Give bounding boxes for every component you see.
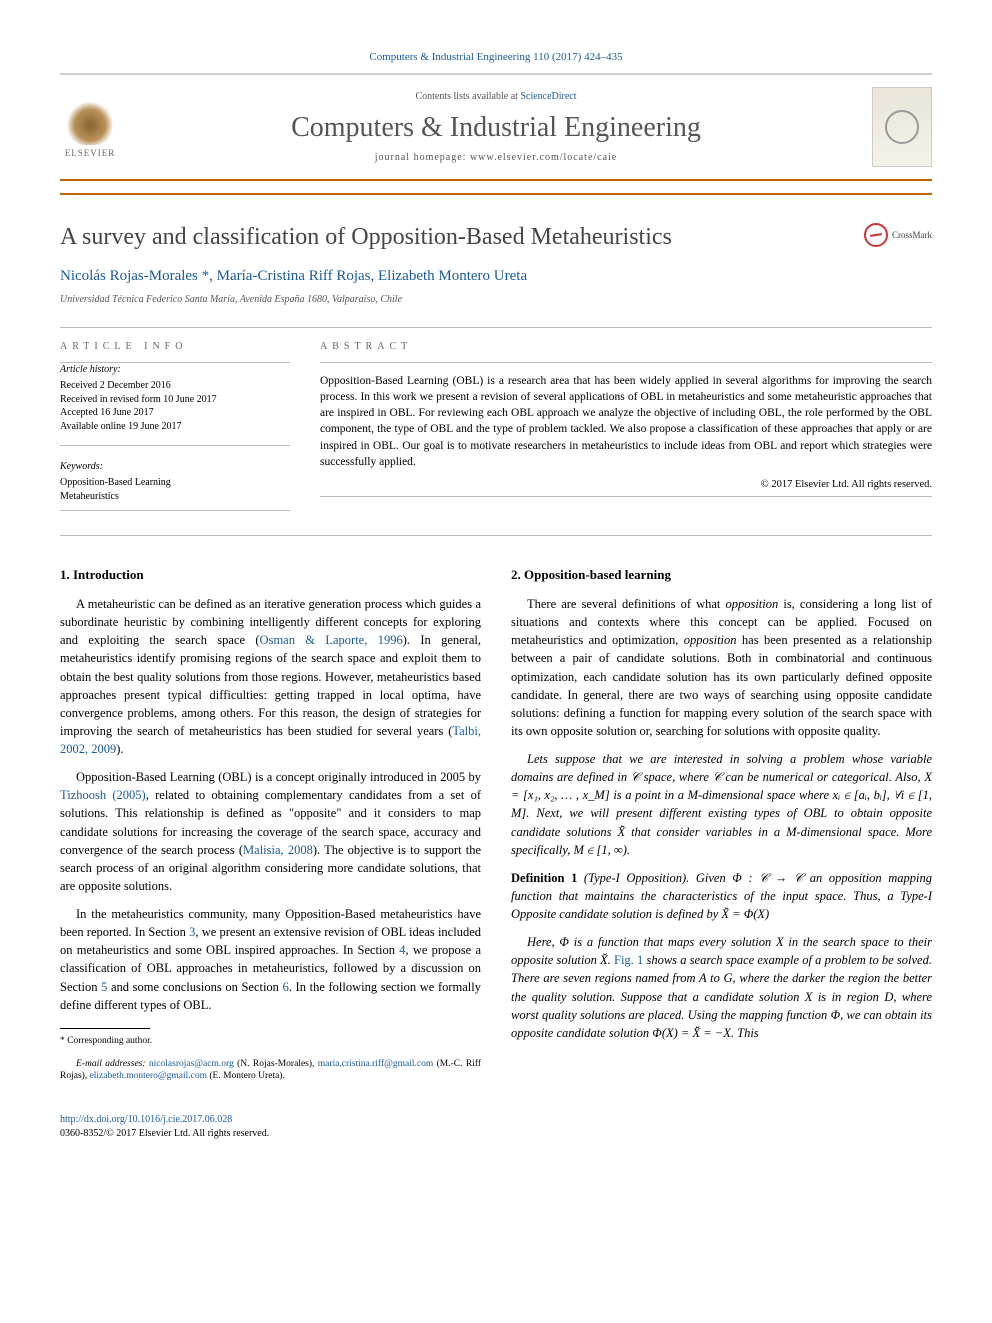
- affiliation: Universidad Técnica Federico Santa María…: [60, 293, 932, 307]
- body-paragraph: In the metaheuristics community, many Op…: [60, 905, 481, 1014]
- email-link[interactable]: elizabeth.montero@gmail.com: [90, 1071, 207, 1081]
- figure-ref-link[interactable]: Fig. 1: [614, 953, 643, 967]
- section-heading: 2. Opposition-based learning: [511, 566, 932, 585]
- history-label: Article history:: [60, 363, 290, 377]
- header-rule: [60, 193, 932, 195]
- elsevier-tree-icon: [65, 95, 115, 145]
- page-footer: http://dx.doi.org/10.1016/j.cie.2017.06.…: [60, 1113, 932, 1141]
- paper-title: A survey and classification of Oppositio…: [60, 223, 852, 252]
- crossmark-label: CrossMark: [892, 229, 932, 242]
- abstract-text: Opposition-Based Learning (OBL) is a res…: [320, 373, 932, 470]
- sciencedirect-link[interactable]: ScienceDirect: [520, 91, 576, 102]
- issn-copyright: 0360-8352/© 2017 Elsevier Ltd. All right…: [60, 1128, 269, 1139]
- elsevier-text: ELSEVIER: [65, 147, 116, 160]
- keyword: Metaheuristics: [60, 490, 290, 504]
- citation-link[interactable]: Osman & Laporte, 1996: [260, 633, 403, 647]
- crossmark-icon: [864, 223, 888, 247]
- citation-link[interactable]: Malisia, 2008: [243, 843, 313, 857]
- history-item: Received 2 December 2016: [60, 379, 290, 393]
- body-two-column: 1. Introduction A metaheuristic can be d…: [60, 560, 932, 1093]
- body-paragraph: A metaheuristic can be defined as an ite…: [60, 595, 481, 758]
- journal-homepage: journal homepage: www.elsevier.com/locat…: [140, 151, 852, 165]
- abstract-column: ABSTRACT Opposition-Based Learning (OBL)…: [320, 328, 932, 511]
- author-link[interactable]: Nicolás Rojas-Morales *, María-Cristina …: [60, 268, 527, 284]
- body-paragraph: Lets suppose that we are interested in s…: [511, 750, 932, 859]
- keywords-label: Keywords:: [60, 460, 290, 474]
- contents-list-line: Contents lists available at ScienceDirec…: [140, 90, 852, 104]
- history-item: Available online 19 June 2017: [60, 420, 290, 434]
- footnote-separator: [60, 1028, 150, 1029]
- article-info-label: ARTICLE INFO: [60, 340, 290, 354]
- body-paragraph: Here, Φ is a function that maps every so…: [511, 933, 932, 1042]
- body-paragraph: There are several definitions of what op…: [511, 595, 932, 740]
- definition-block: Definition 1 (Type-I Opposition). Given …: [511, 869, 932, 923]
- history-item: Received in revised form 10 June 2017: [60, 393, 290, 407]
- journal-reference: Computers & Industrial Engineering 110 (…: [60, 50, 932, 65]
- section-heading: 1. Introduction: [60, 566, 481, 585]
- body-rule-top: [60, 535, 932, 536]
- footnote-emails: E-mail addresses: nicolasrojas@acm.org (…: [60, 1058, 481, 1084]
- footnote-corresponding: * Corresponding author.: [60, 1035, 481, 1048]
- keyword: Opposition-Based Learning: [60, 476, 290, 490]
- doi-link[interactable]: http://dx.doi.org/10.1016/j.cie.2017.06.…: [60, 1114, 232, 1125]
- body-paragraph: Opposition-Based Learning (OBL) is a con…: [60, 768, 481, 895]
- citation-link[interactable]: Tizhoosh (2005): [60, 788, 146, 802]
- abstract-label: ABSTRACT: [320, 340, 932, 354]
- article-info-column: ARTICLE INFO Article history: Received 2…: [60, 328, 290, 511]
- abstract-copyright: © 2017 Elsevier Ltd. All rights reserved…: [320, 478, 932, 493]
- crossmark-badge[interactable]: CrossMark: [864, 223, 932, 247]
- email-link[interactable]: nicolasrojas@acm.org: [149, 1059, 234, 1069]
- email-link[interactable]: maria.cristina.riff@gmail.com: [318, 1059, 433, 1069]
- journal-header: ELSEVIER Contents lists available at Sci…: [60, 73, 932, 181]
- journal-cover-thumb: [872, 87, 932, 167]
- contents-prefix: Contents lists available at: [415, 91, 520, 102]
- authors: Nicolás Rojas-Morales *, María-Cristina …: [60, 266, 932, 287]
- elsevier-logo: ELSEVIER: [60, 92, 120, 162]
- journal-name: Computers & Industrial Engineering: [140, 108, 852, 147]
- history-item: Accepted 16 June 2017: [60, 406, 290, 420]
